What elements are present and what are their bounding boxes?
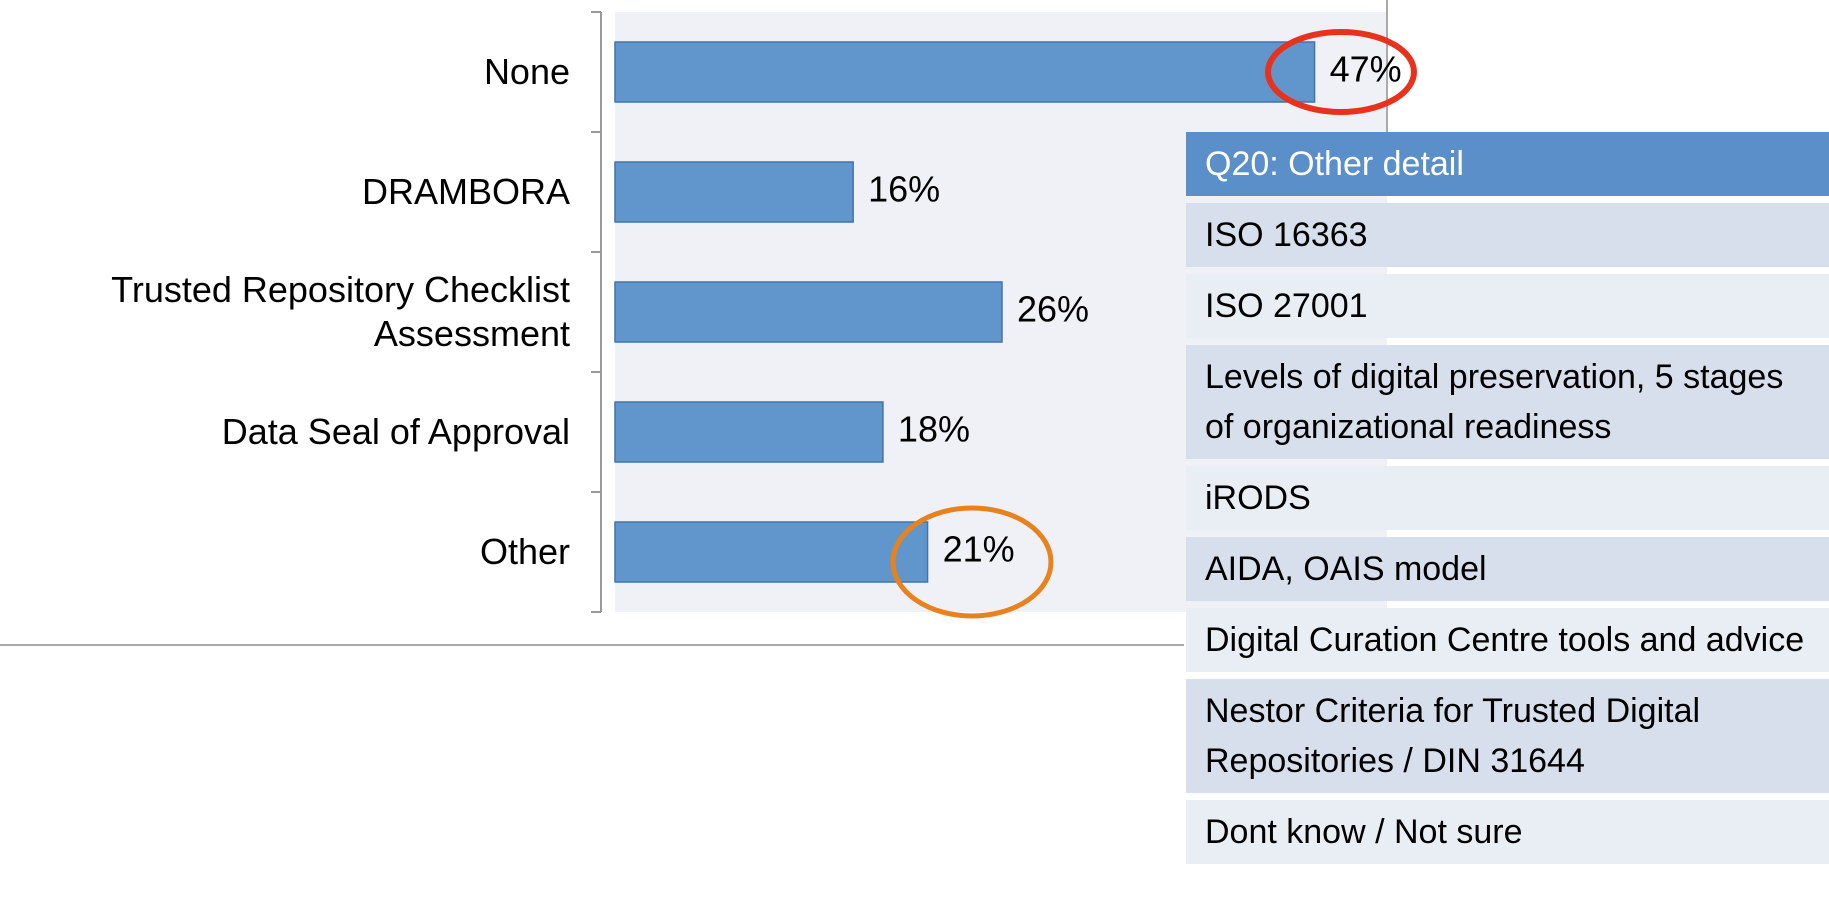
value-label: 21% [943, 529, 1015, 570]
category-label: Trusted Repository Checklist Assessment [111, 269, 570, 354]
table-row: Digital Curation Centre tools and advice [1186, 608, 1829, 672]
value-label: 16% [868, 169, 940, 210]
table-row: iRODS [1186, 466, 1829, 530]
category-label: Other [479, 531, 570, 572]
bar [614, 401, 884, 463]
highlight-ellipse [890, 505, 1054, 619]
highlight-ellipse [1265, 29, 1417, 115]
table-row: Dont know / Not sure [1186, 800, 1829, 864]
bar [614, 281, 1003, 343]
table-row: ISO 16363 [1186, 203, 1829, 267]
value-label: 26% [1017, 289, 1089, 330]
table-row: Levels of digital preservation, 5 stages… [1186, 345, 1829, 459]
detail-table: Q20: Other detail ISO 16363 ISO 27001 Leve… [1186, 132, 1829, 864]
table-row: AIDA, OAIS model [1186, 537, 1829, 601]
bar [614, 161, 854, 223]
category-label: None [483, 51, 570, 92]
table-row: Nestor Criteria for Trusted Digital Repo… [1186, 679, 1829, 793]
category-label: Data Seal of Approval [221, 411, 570, 452]
value-label: 18% [898, 409, 970, 450]
bar [614, 41, 1316, 103]
value-label: 47% [1330, 49, 1402, 90]
category-label: DRAMBORA [361, 171, 570, 212]
table-row: ISO 27001 [1186, 274, 1829, 338]
bar [614, 521, 929, 583]
table-header: Q20: Other detail [1186, 132, 1829, 196]
